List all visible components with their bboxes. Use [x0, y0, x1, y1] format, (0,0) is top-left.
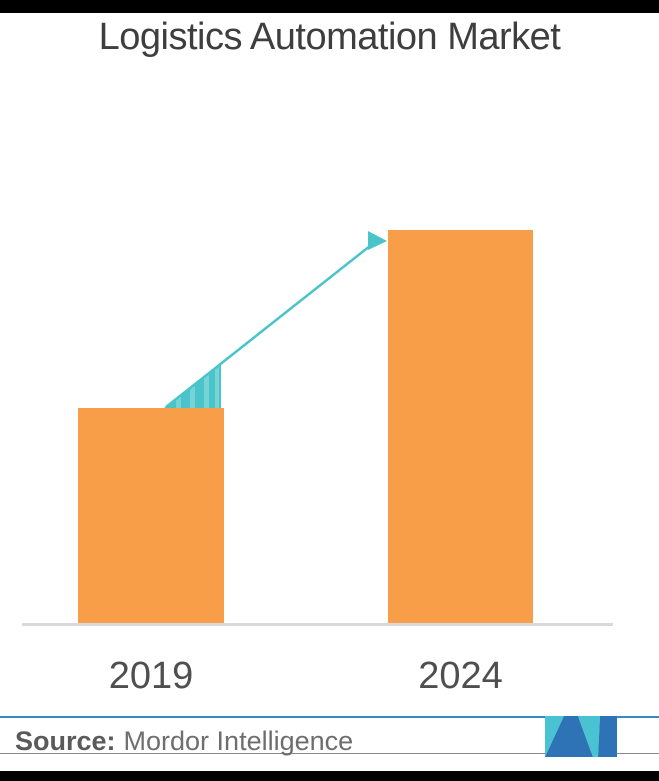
growth-arrow-wedge	[164, 363, 221, 408]
x-axis-line	[22, 623, 613, 626]
source-label: Source:	[15, 726, 116, 756]
logo-blue-stroke-left	[545, 716, 593, 757]
bar-2024	[388, 230, 533, 623]
top-letterbox-bar	[0, 0, 659, 13]
footer-gray-rule	[0, 753, 659, 754]
growth-arrow-head	[368, 231, 387, 250]
chart-title: Logistics Automation Market	[98, 16, 561, 58]
bottom-letterbox-bar	[0, 771, 659, 781]
bar-2019	[78, 408, 224, 623]
x-axis-label-2024: 2024	[418, 655, 503, 697]
x-axis-label-2019: 2019	[108, 655, 194, 697]
source-attribution: Source: Mordor Intelligence	[15, 726, 353, 757]
logo-teal-stroke-middle	[578, 716, 600, 757]
logo-blue-stroke-right	[598, 716, 617, 757]
source-value: Mordor Intelligence	[123, 726, 354, 756]
growth-arrow-line	[165, 241, 376, 408]
footer-blue-rule	[0, 716, 659, 718]
mordor-intelligence-logo-icon	[545, 716, 617, 757]
